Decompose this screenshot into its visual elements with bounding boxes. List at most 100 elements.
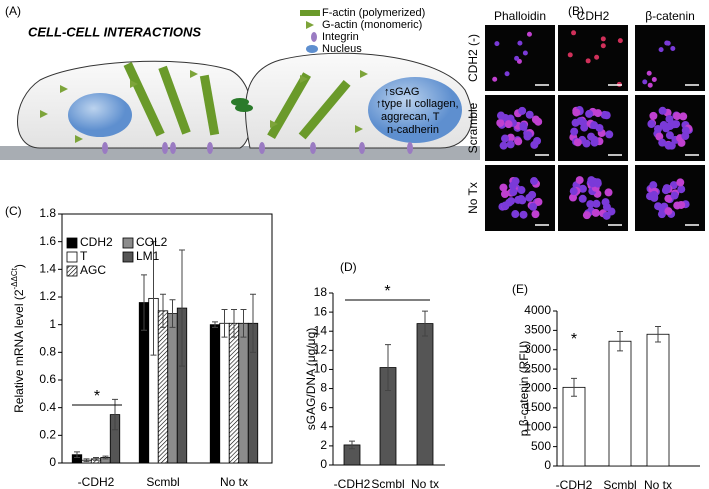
nucleus-stain [499, 141, 508, 150]
label-part: ) [12, 264, 26, 268]
nucleus-stain [500, 190, 509, 199]
bar [209, 324, 221, 464]
cadherin [231, 98, 249, 106]
y-tick-label: 18 [314, 285, 328, 299]
label-superscript: -ΔΔCt [10, 267, 19, 289]
y-tick-label: 1 [49, 317, 56, 331]
y-tick-label: 1.4 [39, 262, 56, 276]
legend-text: Nucleus [322, 43, 362, 55]
legend-label: T [80, 249, 88, 263]
nucleus-stain [573, 138, 582, 147]
micrograph [558, 25, 628, 91]
bar [562, 386, 586, 467]
nucleus-text: ↑type II collagen, [376, 98, 459, 110]
nucleus-stain [571, 30, 577, 36]
legend-label: LM1 [136, 249, 160, 263]
y-tick-label: 0 [320, 457, 327, 471]
significance-mark: * [94, 388, 100, 405]
nucleus-stain [496, 111, 505, 120]
legend-icon [306, 45, 318, 53]
g-actin [40, 70, 368, 143]
legend-swatch [66, 237, 78, 249]
nucleus-stain [658, 47, 664, 53]
error-bar [385, 344, 391, 391]
label-part: Relative mRNA level (2 [12, 289, 26, 413]
nucleus [68, 93, 132, 137]
nucleus-stain [567, 52, 573, 58]
error-bar [150, 241, 157, 356]
x-tick-label: -CDH2 [556, 478, 593, 489]
x-tick-label: No tx [644, 478, 672, 489]
nucleus-stain [530, 177, 539, 186]
x-tick-label: -CDH2 [78, 475, 115, 489]
error-bar [240, 308, 247, 338]
error-bar [571, 377, 577, 397]
y-tick-label: 0.4 [39, 400, 56, 414]
legend-text: Integrin [322, 31, 359, 43]
nucleus-stain [590, 138, 599, 147]
y-tick-label: 1.2 [39, 289, 56, 303]
y-tick-label: 4000 [524, 303, 551, 317]
bar [238, 322, 249, 464]
error-bar [141, 274, 147, 331]
micrograph [635, 25, 705, 91]
y-tick-label: 12 [314, 343, 328, 357]
legend-label: AGC [80, 263, 106, 277]
panel-label: (D) [340, 260, 357, 274]
bar [157, 310, 169, 464]
nucleus-stain [649, 181, 658, 190]
nucleus-stain [595, 123, 604, 132]
error-bar [179, 249, 185, 367]
nucleus-stain [496, 118, 505, 127]
bar [219, 322, 230, 464]
nucleus-stain [649, 111, 658, 120]
nucleus-stain [585, 109, 594, 118]
nucleus-stain [594, 54, 600, 60]
panel-label: (E) [512, 282, 528, 296]
error-bar [349, 440, 355, 450]
nucleus-stain [582, 139, 591, 148]
x-tick-label: Scmbl [603, 478, 636, 489]
nucleus-stain [665, 40, 671, 46]
y-tick-label: 6 [320, 400, 327, 414]
nucleus-stain [662, 124, 671, 133]
y-axis-label: sGAG/DNA (μg/μg) [304, 328, 318, 431]
error-bar [250, 293, 256, 353]
error-bar [102, 455, 109, 460]
cadherin [235, 104, 253, 112]
nucleus-stain [677, 185, 686, 194]
y-tick-label: 2 [320, 438, 327, 452]
y-axis-label: Relative mRNA level (2-ΔΔCt) [10, 264, 26, 413]
nucleus-stain [658, 106, 667, 115]
nucleus-stain [492, 76, 498, 82]
bar [646, 333, 670, 467]
y-tick-label: 3000 [524, 342, 551, 356]
nucleus-stain [664, 207, 673, 216]
panel-label: (B) [568, 4, 584, 18]
error-bar [83, 458, 90, 463]
nucleus-stain [569, 187, 578, 196]
bar [228, 322, 240, 464]
panel-label: (C) [5, 204, 22, 218]
nucleus-stain [602, 211, 611, 220]
nucleus-stain [518, 106, 527, 115]
nucleus-stain [593, 178, 602, 187]
nucleus-stain [604, 188, 613, 197]
nucleus-stain [673, 112, 682, 121]
nucleus [368, 77, 462, 143]
nucleus-stain [585, 58, 591, 64]
y-tick-label: 1.8 [39, 206, 56, 220]
legend-icon [311, 32, 317, 42]
nucleus-stain [586, 200, 595, 209]
y-tick-label: 1.6 [39, 234, 56, 248]
nucleus-stain [655, 132, 664, 141]
bar [608, 340, 632, 467]
nucleus-stain [593, 109, 602, 118]
legend-swatch [66, 265, 78, 277]
nucleus-stain [658, 138, 667, 147]
row-label: Scramble [466, 102, 480, 153]
error-bar [169, 299, 176, 328]
legend-swatch [122, 251, 134, 263]
nucleus-stain [531, 115, 540, 124]
